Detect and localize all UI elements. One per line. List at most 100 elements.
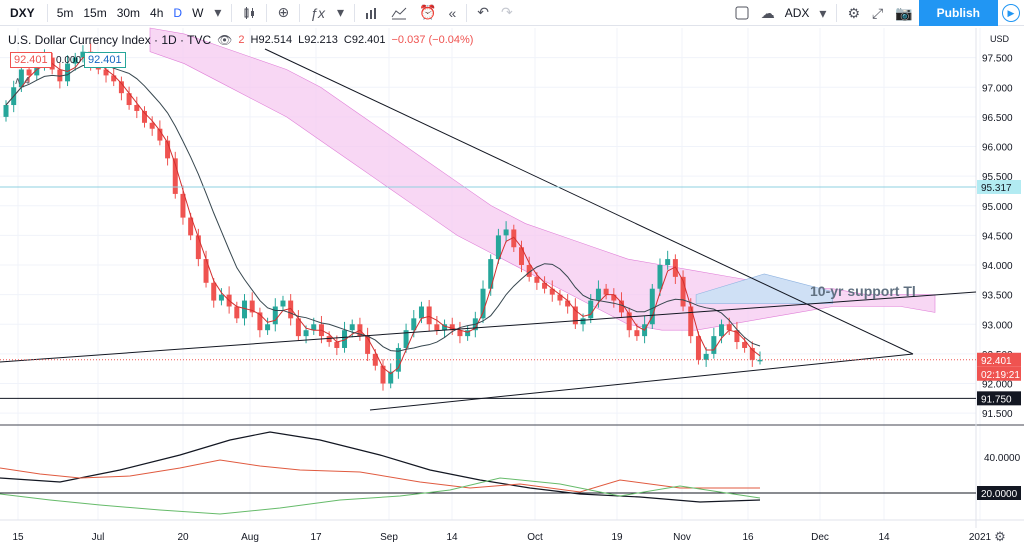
divider bbox=[354, 3, 355, 22]
candle-body bbox=[65, 63, 71, 82]
price-tick-label: 95.000 bbox=[982, 202, 1013, 213]
candle-body bbox=[311, 324, 317, 331]
candle-body bbox=[234, 306, 240, 319]
lower-trendline bbox=[369, 353, 914, 411]
cloud-icon[interactable]: ☁ bbox=[760, 4, 775, 21]
timeframe-4h[interactable]: 4h bbox=[150, 5, 164, 20]
ma-chip-1: 92.401 bbox=[10, 52, 52, 68]
candle-body bbox=[565, 300, 571, 307]
play-button[interactable]: ▶ bbox=[998, 0, 1024, 26]
camera-icon[interactable]: 📷 bbox=[895, 4, 913, 21]
price-chart[interactable]: 97.500 97.000 96.500 96.000 95.500 95.000 94.5… bbox=[0, 26, 1024, 546]
candle-body bbox=[72, 57, 78, 64]
chevron-down-icon[interactable]: ▾ bbox=[336, 4, 344, 20]
candle-body bbox=[157, 128, 163, 141]
candle-body bbox=[126, 93, 132, 106]
divider bbox=[466, 3, 468, 22]
adx-pane bbox=[0, 431, 976, 515]
time-tick-label: 19 bbox=[611, 532, 623, 543]
time-tick-label: Dec bbox=[811, 532, 829, 543]
candle-body bbox=[534, 276, 540, 283]
candle-body bbox=[172, 158, 178, 194]
legend-low: L92.213 bbox=[298, 34, 338, 46]
layout-icon[interactable] bbox=[729, 0, 755, 26]
price-tick-label: 93.000 bbox=[982, 320, 1013, 331]
time-tick-label: Nov bbox=[673, 532, 691, 543]
adx-level-tag: 20.0000 bbox=[981, 489, 1018, 500]
timeframe-15m[interactable]: 15m bbox=[83, 5, 107, 20]
candle-body bbox=[611, 294, 617, 301]
symbol-search[interactable]: DXY bbox=[10, 5, 35, 20]
candle-body bbox=[326, 336, 332, 343]
candle-body bbox=[465, 330, 471, 337]
candle-style-icon[interactable] bbox=[236, 0, 262, 26]
fullscreen-icon[interactable]: ⤢ bbox=[872, 4, 884, 21]
candle-body bbox=[757, 359, 763, 362]
publish-button[interactable]: Publish bbox=[918, 0, 998, 26]
time-axis: 15 Jul 20 Aug 17 Sep 14 Oct 19 Nov 16 Dec 14 2021 ⚙ bbox=[12, 529, 1005, 544]
candle-body bbox=[403, 330, 409, 348]
adx-tick-label: 40.0000 bbox=[984, 453, 1021, 464]
timeframe-5m[interactable]: 5m bbox=[56, 5, 74, 20]
support-annotation: 10-yr support Tl bbox=[810, 283, 916, 299]
undo-icon[interactable]: ↶ bbox=[477, 4, 489, 20]
candle-body bbox=[480, 288, 486, 319]
ma-chip-2: 0.000 bbox=[56, 55, 82, 66]
candle-body bbox=[303, 330, 309, 337]
alert-icon[interactable]: ⏰ bbox=[419, 4, 437, 20]
countdown-tag-bg bbox=[977, 366, 1021, 381]
add-compare-icon[interactable]: ⊕ bbox=[277, 4, 290, 20]
candle-body bbox=[18, 69, 24, 88]
price-tick-label: 91.500 bbox=[982, 409, 1013, 420]
candle-body bbox=[526, 265, 532, 277]
timeframe-w[interactable]: W bbox=[192, 5, 204, 20]
timeframe-30m[interactable]: 30m bbox=[116, 5, 141, 20]
candle-body bbox=[211, 282, 217, 301]
divider bbox=[231, 3, 233, 22]
replay-icon[interactable]: « bbox=[448, 4, 457, 21]
price-tick-label: 96.000 bbox=[982, 143, 1013, 154]
indicator-label[interactable]: ADX bbox=[784, 6, 810, 20]
candle-body bbox=[518, 247, 524, 266]
timeframe-d[interactable]: D bbox=[173, 5, 183, 20]
time-tick-label: Oct bbox=[527, 532, 543, 543]
candle-body bbox=[495, 235, 501, 260]
financials-icon[interactable] bbox=[359, 0, 385, 26]
divider bbox=[299, 3, 301, 22]
legend-high: H92.514 bbox=[250, 34, 293, 46]
candle-body bbox=[257, 312, 263, 331]
cloud-blue-area bbox=[695, 273, 833, 304]
indicators-icon[interactable]: ƒx bbox=[310, 4, 325, 21]
candle-body bbox=[141, 110, 147, 123]
candle-body bbox=[365, 336, 371, 354]
candle-body bbox=[588, 300, 594, 319]
candle-body bbox=[134, 105, 140, 111]
candle-body bbox=[619, 300, 625, 313]
eye-icon[interactable]: 👁 bbox=[217, 33, 233, 47]
grid bbox=[0, 28, 1024, 528]
gear-icon[interactable]: ⚙ bbox=[847, 4, 861, 21]
redo-icon[interactable]: ↷ bbox=[500, 4, 513, 20]
candle-body bbox=[295, 318, 301, 337]
moving-averages bbox=[5, 57, 761, 375]
price-tick-label: 92.000 bbox=[982, 380, 1013, 391]
price-axis: 97.500 97.000 96.500 96.000 95.500 95.000 94.5… bbox=[977, 34, 1021, 500]
candle-body bbox=[149, 122, 155, 129]
candle-body bbox=[418, 306, 424, 319]
chevron-down-icon[interactable]: ▾ bbox=[214, 4, 222, 20]
chevron-down-icon[interactable]: ▾ bbox=[819, 4, 827, 21]
candle-body bbox=[680, 276, 686, 307]
divider bbox=[266, 3, 268, 22]
divider bbox=[46, 3, 48, 22]
candle-body bbox=[349, 324, 355, 331]
candle-body bbox=[111, 75, 117, 82]
compare-icon[interactable] bbox=[385, 0, 413, 26]
candle-body bbox=[457, 330, 463, 337]
candle-body bbox=[80, 51, 86, 58]
candle-body bbox=[703, 353, 709, 360]
candle-body bbox=[557, 294, 563, 301]
price-tick-label: 95.500 bbox=[982, 172, 1013, 183]
time-tick-label: Jul bbox=[92, 532, 105, 543]
candle-body bbox=[711, 336, 717, 354]
hline-tag-91750: 91.750 bbox=[981, 394, 1012, 405]
